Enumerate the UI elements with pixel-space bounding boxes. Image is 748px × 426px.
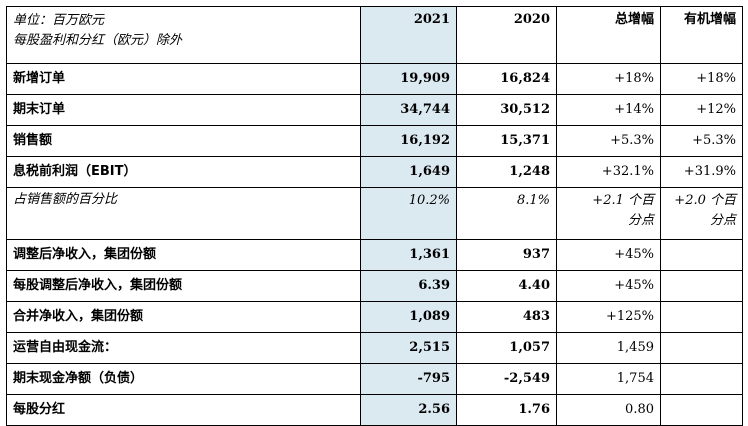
value-2020: 16,824	[456, 63, 557, 95]
value-2020: 15,371	[456, 125, 557, 157]
row-label: 销售额	[6, 125, 361, 157]
value-2021: 2.56	[360, 394, 457, 426]
organic-growth: +12%	[660, 94, 743, 126]
total-growth: +5.3%	[556, 125, 661, 157]
unit-note-line1: 单位：百万欧元	[13, 13, 105, 28]
total-growth: 0.80	[556, 394, 661, 426]
organic-growth-line1: +2.0 个百	[674, 193, 736, 208]
row-label: 每股分红	[6, 394, 361, 426]
row-label: 每股调整后净收入，集团份额	[6, 270, 361, 302]
organic-growth	[660, 394, 743, 426]
organic-growth	[660, 363, 743, 395]
column-header-total-growth: 总增幅	[556, 6, 661, 64]
value-2021: 1,649	[360, 156, 457, 188]
column-header-2021: 2021	[360, 6, 457, 64]
table-row: 每股调整后净收入，集团份额 6.39 4.40 +45%	[6, 270, 743, 302]
total-growth: 1,459	[556, 332, 661, 364]
organic-growth: +31.9%	[660, 156, 743, 188]
value-2020: 1,248	[456, 156, 557, 188]
organic-growth	[660, 270, 743, 302]
value-2020: 30,512	[456, 94, 557, 126]
value-2021: 6.39	[360, 270, 457, 302]
value-2021: 10.2%	[360, 187, 457, 240]
value-2021: 34,744	[360, 94, 457, 126]
row-label: 息税前利润（EBIT）	[6, 156, 361, 188]
table-row: 期末订单 34,744 30,512 +14% +12%	[6, 94, 743, 126]
value-2021: 16,192	[360, 125, 457, 157]
table-row: 期末现金净额（负债） -795 -2,549 1,754	[6, 363, 743, 395]
total-growth: 1,754	[556, 363, 661, 395]
value-2020: 483	[456, 301, 557, 333]
value-2021: 1,361	[360, 239, 457, 271]
total-growth: +2.1 个百 分点	[556, 187, 661, 240]
value-2020: 1,057	[456, 332, 557, 364]
table-header-row: 单位：百万欧元 每股盈利和分红（欧元）除外 2021 2020 总增幅 有机增幅	[6, 6, 743, 64]
column-header-2020: 2020	[456, 6, 557, 64]
table-row: 调整后净收入，集团份额 1,361 937 +45%	[6, 239, 743, 271]
table-row: 运营自由现金流： 2,515 1,057 1,459	[6, 332, 743, 364]
row-label: 新增订单	[6, 63, 361, 95]
value-2021: -795	[360, 363, 457, 395]
organic-growth	[660, 332, 743, 364]
value-2021: 2,515	[360, 332, 457, 364]
organic-growth-line2: 分点	[709, 213, 736, 228]
total-growth-line2: 分点	[627, 213, 654, 228]
value-2020: 4.40	[456, 270, 557, 302]
value-2021: 1,089	[360, 301, 457, 333]
row-label: 调整后净收入，集团份额	[6, 239, 361, 271]
table-row: 占销售额的百分比 10.2% 8.1% +2.1 个百 分点 +2.0 个百 分…	[6, 187, 743, 240]
total-growth: +45%	[556, 239, 661, 271]
organic-growth	[660, 239, 743, 271]
row-label: 期末现金净额（负债）	[6, 363, 361, 395]
table-row: 新增订单 19,909 16,824 +18% +18%	[6, 63, 743, 95]
organic-growth	[660, 301, 743, 333]
unit-note: 单位：百万欧元 每股盈利和分红（欧元）除外	[6, 6, 361, 64]
unit-note-line2: 每股盈利和分红（欧元）除外	[13, 33, 183, 48]
total-growth: +14%	[556, 94, 661, 126]
row-label: 期末订单	[6, 94, 361, 126]
table-row: 销售额 16,192 15,371 +5.3% +5.3%	[6, 125, 743, 157]
organic-growth: +18%	[660, 63, 743, 95]
organic-growth: +5.3%	[660, 125, 743, 157]
total-growth: +125%	[556, 301, 661, 333]
financial-results-table: 单位：百万欧元 每股盈利和分红（欧元）除外 2021 2020 总增幅 有机增幅…	[6, 6, 743, 426]
table-row: 息税前利润（EBIT） 1,649 1,248 +32.1% +31.9%	[6, 156, 743, 188]
row-label: 占销售额的百分比	[6, 187, 361, 240]
value-2020: 937	[456, 239, 557, 271]
value-2021: 19,909	[360, 63, 457, 95]
organic-growth: +2.0 个百 分点	[660, 187, 743, 240]
total-growth: +32.1%	[556, 156, 661, 188]
value-2020: -2,549	[456, 363, 557, 395]
row-label: 运营自由现金流：	[6, 332, 361, 364]
total-growth: +45%	[556, 270, 661, 302]
column-header-organic-growth: 有机增幅	[660, 6, 743, 64]
value-2020: 8.1%	[456, 187, 557, 240]
total-growth-line1: +2.1 个百	[592, 193, 654, 208]
value-2020: 1.76	[456, 394, 557, 426]
table-row: 每股分红 2.56 1.76 0.80	[6, 394, 743, 426]
row-label: 合并净收入，集团份额	[6, 301, 361, 333]
table-row: 合并净收入，集团份额 1,089 483 +125%	[6, 301, 743, 333]
total-growth: +18%	[556, 63, 661, 95]
